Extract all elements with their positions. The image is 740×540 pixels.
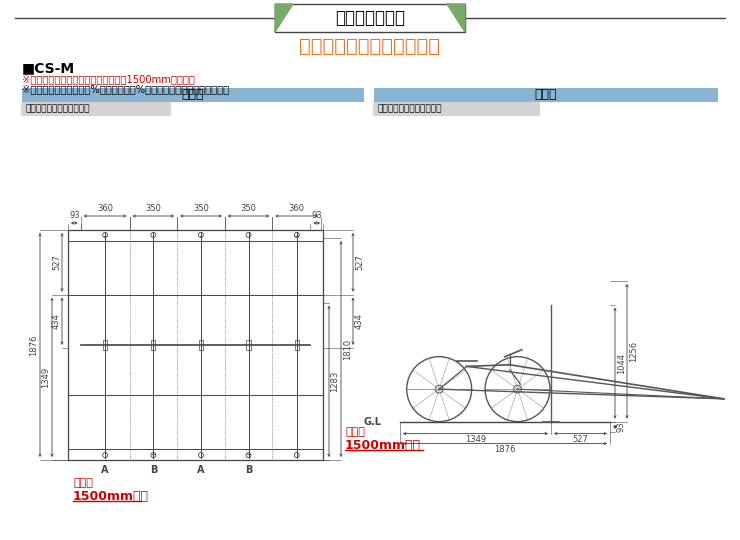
Text: 527: 527 [573, 435, 588, 443]
Text: 1283: 1283 [330, 371, 339, 392]
Text: G.L: G.L [364, 416, 382, 427]
Text: 1500mm以上: 1500mm以上 [73, 490, 149, 503]
Text: ※通路幅は収納した自転車後輪端より1500mmが目安。: ※通路幅は収納した自転車後輪端より1500mmが目安。 [22, 74, 195, 84]
Text: 1876: 1876 [29, 334, 38, 356]
Text: A: A [197, 465, 205, 475]
Text: 1349: 1349 [41, 367, 50, 388]
Text: 350: 350 [146, 204, 161, 213]
Text: 側面図: 側面図 [535, 89, 557, 102]
Polygon shape [275, 4, 293, 32]
Text: A: A [101, 465, 109, 475]
Bar [103, 340, 107, 350]
Text: ※床面の勾配は横方向１%、前後方向１%以下の面に設置してください。: ※床面の勾配は横方向１%、前後方向１%以下の面に設置してください。 [22, 84, 229, 94]
Text: 通路幅: 通路幅 [345, 427, 365, 436]
Bar [22, 88, 364, 102]
Text: 1044: 1044 [617, 353, 626, 374]
Text: 350: 350 [240, 204, 257, 213]
FancyBboxPatch shape [21, 102, 171, 116]
Bar [199, 340, 203, 350]
Text: カゴなし自転車収納の場合: カゴなし自転車収納の場合 [300, 37, 440, 56]
Text: 1810: 1810 [343, 339, 352, 360]
Text: 平面図: 平面図 [182, 89, 204, 102]
Text: カゴなし自転車収納の場合: カゴなし自転車収納の場合 [26, 105, 90, 113]
FancyBboxPatch shape [373, 102, 540, 116]
Text: 1349: 1349 [465, 435, 486, 443]
Bar [151, 340, 155, 350]
Text: 527: 527 [52, 254, 61, 270]
Text: ■CS-M: ■CS-M [22, 61, 75, 75]
Text: 93: 93 [69, 211, 80, 220]
Text: 434: 434 [52, 313, 61, 329]
Bar [374, 88, 718, 102]
Text: B: B [149, 465, 157, 475]
Text: 1500mm以上: 1500mm以上 [345, 438, 421, 451]
Text: 434: 434 [355, 313, 364, 329]
Text: 平面図・側面図: 平面図・側面図 [335, 9, 405, 27]
Bar [295, 340, 299, 350]
Text: 1876: 1876 [494, 444, 516, 454]
Text: 1256: 1256 [629, 341, 638, 362]
Text: 350: 350 [193, 204, 209, 213]
Text: 通路幅: 通路幅 [73, 478, 93, 488]
Polygon shape [447, 4, 465, 32]
Text: 360: 360 [289, 204, 305, 213]
Text: 93: 93 [617, 422, 626, 432]
Text: 360: 360 [97, 204, 113, 213]
Text: B: B [245, 465, 252, 475]
Text: カゴなし自転車収納の場合: カゴなし自転車収納の場合 [378, 105, 443, 113]
Text: 93: 93 [312, 211, 322, 220]
Bar [246, 340, 251, 350]
Text: 527: 527 [355, 254, 364, 270]
Bar [68, 230, 323, 460]
Bar [275, 4, 465, 32]
